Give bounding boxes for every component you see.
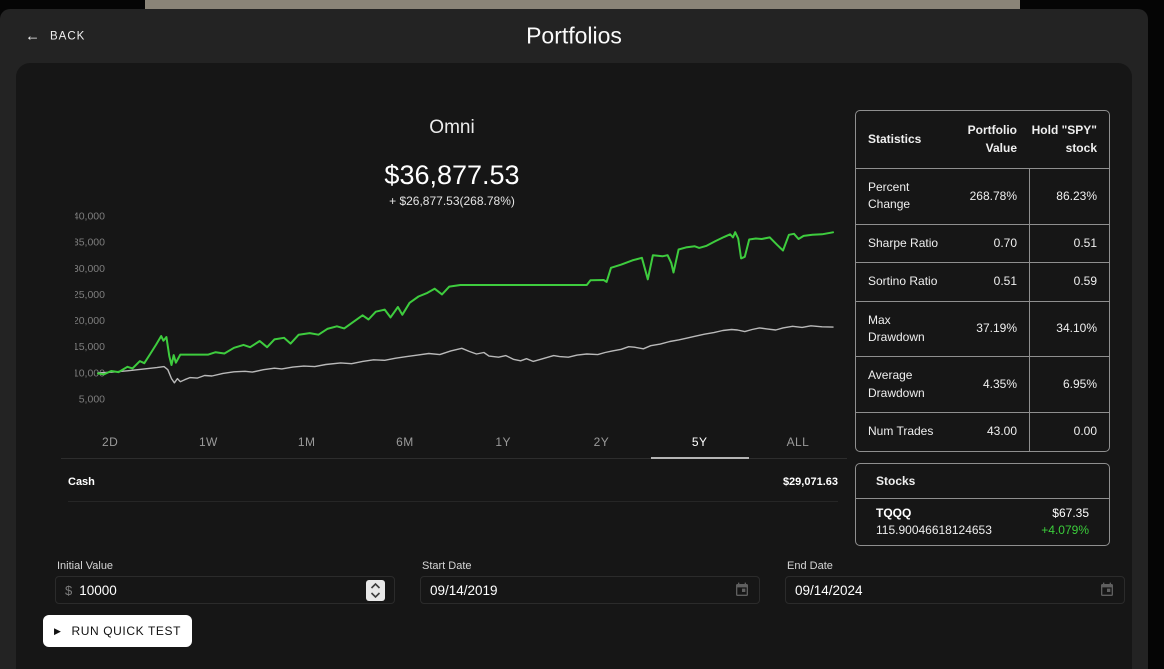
end-date-field: End Date [785, 560, 1125, 604]
end-date-picker-button[interactable] [1099, 582, 1115, 598]
stat-spy-value: 6.95% [1029, 357, 1109, 413]
back-button[interactable]: ← BACK [25, 29, 85, 44]
table-row: Num Trades 43.00 0.00 [856, 413, 1109, 451]
stock-row-tqqq[interactable]: TQQQ 115.90046618124653 $67.35 +4.079% [856, 499, 1109, 545]
table-row: Sharpe Ratio 0.70 0.51 [856, 224, 1109, 264]
stat-spy-value: 86.23% [1029, 169, 1109, 224]
stat-portfolio-value: 268.78% [969, 188, 1017, 203]
stat-portfolio-value: 4.35% [982, 377, 1017, 392]
play-icon: ▶ [53, 625, 62, 636]
tab-2y[interactable]: 2Y [552, 426, 650, 458]
start-date-field: Start Date [420, 560, 760, 604]
stat-label: Max Drawdown [868, 312, 925, 344]
stat-label: Sortino Ratio [868, 274, 938, 289]
back-label: BACK [50, 30, 86, 42]
stat-portfolio-value: 37.19% [976, 321, 1017, 336]
start-date-picker-button[interactable] [734, 582, 750, 598]
start-date-control[interactable] [420, 576, 760, 604]
stat-label: Sharpe Ratio [868, 235, 939, 250]
top-bar: ← BACK Portfolios [0, 9, 1148, 63]
y-axis-tick: 30,000 [75, 263, 105, 275]
statistics-table: Statistics Portfolio Value Hold "SPY" st… [855, 110, 1110, 452]
back-arrow-icon: ← [25, 27, 41, 45]
stat-label: Num Trades [868, 424, 934, 439]
table-row: Max Drawdown 37.19% 34.10% [856, 301, 1109, 358]
statistics-header-row: Statistics Portfolio Value Hold "SPY" st… [856, 111, 1109, 169]
start-date-label: Start Date [422, 560, 472, 572]
stat-portfolio-value: 0.70 [993, 235, 1017, 250]
stock-price: $67.35 [1052, 506, 1089, 520]
portfolio-col-header: Portfolio Value [967, 123, 1017, 155]
portfolio-change: + $26,877.53(268.78%) [389, 194, 515, 208]
spy-col-header: Hold "SPY" stock [1031, 123, 1097, 155]
stepper-up-icon [370, 582, 381, 589]
y-axis-tick: 40,000 [75, 211, 105, 223]
stock-shares: 115.90046618124653 [876, 523, 992, 537]
stock-change-percent: +4.079% [1041, 523, 1089, 537]
y-axis-tick: 10,000 [75, 367, 105, 379]
y-axis-tick: 20,000 [75, 315, 105, 327]
calendar-icon [736, 582, 748, 596]
tab-all[interactable]: ALL [749, 426, 847, 458]
y-axis-tick: 5,000 [79, 394, 105, 406]
stat-label: Percent Change [868, 180, 911, 212]
cash-value: $29,071.63 [782, 476, 838, 488]
app-window: ← BACK Portfolios Omni $36,877.53 + $26,… [0, 9, 1148, 669]
initial-value-label: Initial Value [57, 560, 114, 572]
stat-spy-value: 34.10% [1029, 301, 1109, 357]
stock-info: TQQQ 115.90046618124653 [876, 506, 992, 537]
portfolio-chart[interactable]: 40,000 35,000 30,000 25,000 20,000 15,000 10,0… [75, 205, 840, 418]
top-window-strip [145, 0, 1020, 9]
tab-5y[interactable]: 5Y [650, 426, 750, 459]
stat-portfolio-value: 0.51 [993, 274, 1017, 289]
page-title: Portfolios [526, 22, 622, 49]
end-date-label: End Date [787, 560, 833, 572]
time-range-tabs: 2D 1W 1M 6M 1Y 2Y 5Y ALL [61, 426, 847, 459]
stock-quote: $67.35 +4.079% [1041, 506, 1089, 537]
stat-spy-value: 0.51 [1029, 224, 1109, 263]
end-date-input[interactable] [795, 582, 1099, 598]
dollar-prefix: $ [65, 582, 73, 598]
initial-value-control[interactable]: $ [55, 576, 395, 604]
cash-row: Cash $29,071.63 [68, 463, 838, 502]
initial-value-field: Initial Value $ [55, 560, 395, 604]
y-axis-tick: 25,000 [75, 289, 105, 301]
start-date-input[interactable] [430, 582, 734, 598]
stat-spy-value: 0.00 [1029, 413, 1109, 451]
benchmark-line [97, 325, 834, 384]
cash-label: Cash [68, 476, 95, 488]
stat-spy-value: 0.59 [1029, 263, 1109, 301]
calendar-icon [1101, 582, 1113, 596]
tab-1w[interactable]: 1W [159, 426, 257, 458]
portfolio-line [97, 231, 834, 376]
stats-col-header: Statistics [868, 131, 922, 146]
table-row: Sortino Ratio 0.51 0.59 [856, 263, 1109, 302]
stat-label: Average Drawdown [868, 368, 925, 400]
tab-6m[interactable]: 6M [356, 426, 454, 458]
table-row: Average Drawdown 4.35% 6.95% [856, 357, 1109, 414]
portfolio-value: $36,877.53 [384, 160, 520, 190]
y-axis-tick: 15,000 [75, 341, 105, 353]
number-stepper[interactable] [366, 579, 385, 601]
stocks-header: Stocks [856, 464, 1109, 499]
portfolio-name: Omni [429, 117, 475, 138]
y-axis-tick: 35,000 [75, 237, 105, 249]
table-row: Percent Change 268.78% 86.23% [856, 169, 1109, 225]
portfolio-card: Omni $36,877.53 + $26,877.53(268.78%) 40… [16, 63, 1132, 669]
tab-1y[interactable]: 1Y [454, 426, 552, 458]
run-quick-test-label: RUN QUICK TEST [71, 624, 182, 638]
initial-value-input[interactable] [79, 582, 366, 598]
run-quick-test-button[interactable]: ▶ RUN QUICK TEST [43, 615, 192, 647]
tab-2d[interactable]: 2D [61, 426, 159, 458]
stocks-panel: Stocks TQQQ 115.90046618124653 $67.35 +4… [855, 463, 1110, 546]
end-date-control[interactable] [785, 576, 1125, 604]
stat-portfolio-value: 43.00 [986, 424, 1017, 439]
stock-symbol: TQQQ [876, 506, 912, 520]
tab-1m[interactable]: 1M [258, 426, 356, 458]
stepper-down-icon [370, 591, 381, 598]
